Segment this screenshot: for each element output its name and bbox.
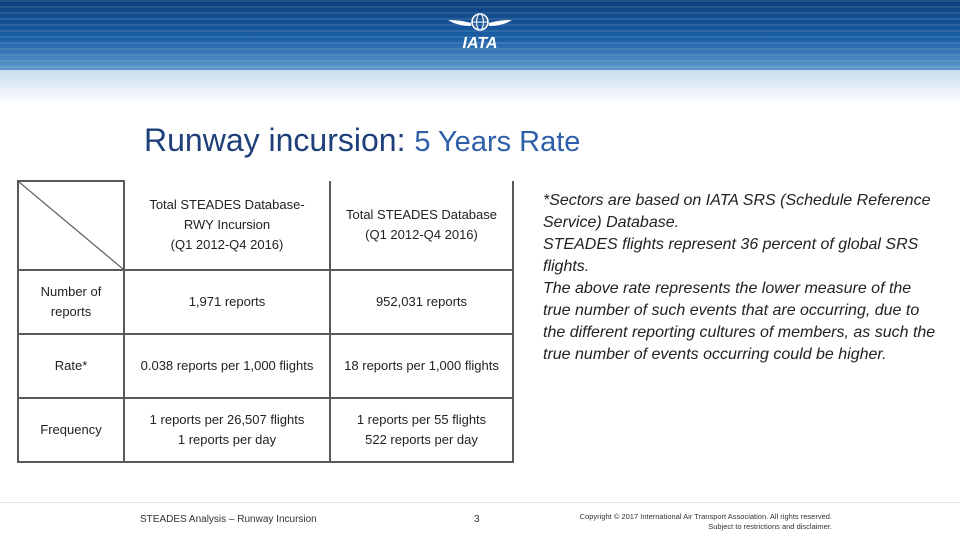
col-header-line: (Q1 2012-Q4 2016) [170,237,284,252]
note-lower-measure: The above rate represents the lower meas… [543,280,936,363]
logo-text: IATA [463,35,498,52]
table-row: Number of reports 1,971 reports 952,031 … [17,269,696,335]
table-cell: 1,971 reports [124,270,331,335]
footer-copyright: Copyright © 2017 International Air Trans… [530,512,832,532]
cell-text: 1 reports per 55 flights [356,412,487,427]
row-label-line: Number of [40,284,102,299]
title-accent: 5 Years Rate [414,126,581,158]
page-number: 3 [474,514,480,525]
row-label-line: Rate* [54,358,88,373]
cell-text: 18 reports per 1,000 flights [344,358,499,373]
row-label-line: Frequency [40,422,102,437]
slide-title: Runway incursion: 5 Years Rate [144,122,580,159]
corner-cell [17,180,125,270]
note-sectors: *Sectors are based on IATA SRS (Schedule… [543,192,931,231]
cell-text: 0.038 reports per 1,000 flights [140,358,314,373]
row-label-line: reports [50,304,92,319]
cell-text: 1 reports per day [177,432,277,447]
table-cell: 0.038 reports per 1,000 flights [124,334,331,399]
row-label-number-of-reports: Number of reports [17,269,125,335]
cell-text: 522 reports per day [365,432,478,447]
footer-doc-title: STEADES Analysis – Runway Incursion [140,514,317,525]
copyright-line: Copyright © 2017 International Air Trans… [579,512,832,521]
incursion-rate-table: Total STEADES Database- RWY Incursion (Q… [17,180,697,463]
iata-logo: IATA [440,12,520,52]
title-main: Runway incursion: [144,122,415,158]
header-banner-fade [0,70,960,104]
table-header-row: Total STEADES Database- RWY Incursion (Q… [17,180,696,271]
col-header-line: Total STEADES Database- [149,197,305,212]
col-header-line: RWY Incursion [183,217,271,232]
cell-text: 1 reports per 26,507 flights [149,412,305,427]
diagonal-line [19,182,123,269]
footer-divider [0,502,960,503]
col-header-line: (Q1 2012-Q4 2016) [365,227,478,242]
globe-wings-icon: IATA [448,13,512,52]
header-banner [0,0,960,70]
col-header-total: Total STEADES Database (Q1 2012-Q4 2016) [330,181,514,271]
table-cell: 18 reports per 1,000 flights [330,334,514,399]
table-cell: 952,031 reports [330,270,514,335]
cell-text: 952,031 reports [375,294,468,309]
row-label-frequency: Frequency [17,398,125,463]
table-cell: 1 reports per 55 flights 522 reports per… [330,398,514,463]
col-header-line: Total STEADES Database [345,207,498,222]
table-row: Rate* 0.038 reports per 1,000 flights 18… [17,334,696,399]
table-row: Frequency 1 reports per 26,507 flights 1… [17,398,696,463]
row-label-rate: Rate* [17,334,125,399]
note-steades-share: STEADES flights represent 36 percent of … [543,236,919,275]
table-cell: 1 reports per 26,507 flights 1 reports p… [124,398,331,463]
cell-text: 1,971 reports [188,294,266,309]
disclaimer-line: Subject to restrictions and disclaimer. [708,522,832,531]
col-header-rwy-incursion: Total STEADES Database- RWY Incursion (Q… [124,181,331,271]
footnote-text: *Sectors are based on IATA SRS (Schedule… [543,190,943,366]
